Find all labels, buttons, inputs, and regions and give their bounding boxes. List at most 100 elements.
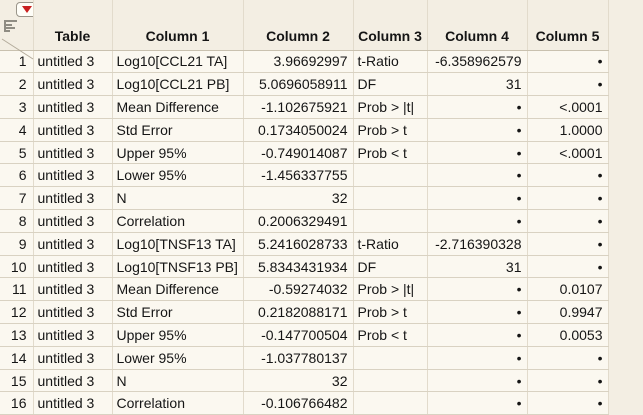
cell-column2[interactable]: -1.037780137 [243, 346, 354, 370]
row-number[interactable]: 4 [0, 118, 34, 142]
row-number[interactable]: 3 [0, 95, 34, 119]
row-number[interactable]: 15 [0, 369, 34, 393]
column-header-column-3[interactable]: Column 3 [353, 0, 428, 51]
cell-column2[interactable]: -1.456337755 [243, 163, 354, 188]
cell-column5[interactable]: <.0001 [527, 141, 609, 165]
row-number[interactable]: 11 [0, 277, 34, 302]
row-number[interactable]: 8 [0, 209, 34, 233]
cell-column3[interactable]: t-Ratio [353, 232, 428, 256]
cell-table[interactable]: untitled 3 [33, 232, 113, 256]
cell-column5[interactable]: 0.9947 [527, 300, 609, 325]
cell-column1[interactable]: Mean Difference [112, 95, 244, 119]
cell-column2[interactable]: -0.106766482 [243, 391, 354, 415]
cell-column4[interactable]: • [427, 95, 528, 119]
cell-column4[interactable]: • [427, 209, 528, 233]
cell-column4[interactable]: 31 [427, 255, 528, 279]
cell-column1[interactable]: Mean Difference [112, 277, 244, 302]
column-header-column-2[interactable]: Column 2 [243, 0, 354, 51]
cell-column5[interactable]: • [527, 186, 609, 211]
cell-column1[interactable]: Upper 95% [112, 323, 244, 347]
cell-table[interactable]: untitled 3 [33, 369, 113, 393]
column-header-table[interactable]: Table [33, 0, 113, 51]
cell-column5[interactable]: • [527, 391, 609, 415]
cell-column4[interactable]: • [427, 186, 528, 211]
cell-column4[interactable]: • [427, 346, 528, 370]
row-number[interactable]: 1 [0, 50, 34, 74]
cell-column1[interactable]: Std Error [112, 118, 244, 142]
cell-column2[interactable]: 32 [243, 369, 354, 393]
cell-table[interactable]: untitled 3 [33, 277, 113, 302]
cell-table[interactable]: untitled 3 [33, 391, 113, 415]
cell-column3[interactable] [353, 391, 428, 415]
cell-column1[interactable]: Std Error [112, 300, 244, 325]
cell-column2[interactable]: 5.8343431934 [243, 255, 354, 279]
cell-column3[interactable]: Prob > |t| [353, 277, 428, 302]
cell-table[interactable]: untitled 3 [33, 72, 113, 97]
cell-column1[interactable]: Log10[TNSF13 TA] [112, 232, 244, 256]
cell-column1[interactable]: Upper 95% [112, 141, 244, 165]
cell-column1[interactable]: Lower 95% [112, 163, 244, 188]
row-number[interactable]: 9 [0, 232, 34, 256]
cell-column2[interactable]: 3.96692997 [243, 50, 354, 74]
row-number[interactable]: 14 [0, 346, 34, 370]
cell-table[interactable]: untitled 3 [33, 118, 113, 142]
cell-column5[interactable]: <.0001 [527, 95, 609, 119]
cell-column2[interactable]: 0.1734050024 [243, 118, 354, 142]
cell-column1[interactable]: N [112, 369, 244, 393]
cell-column3[interactable] [353, 369, 428, 393]
row-number[interactable]: 7 [0, 186, 34, 211]
cell-column4[interactable]: • [427, 323, 528, 347]
cell-column3[interactable]: Prob < t [353, 141, 428, 165]
cell-column5[interactable]: • [527, 163, 609, 188]
table-panel-icon[interactable] [3, 19, 19, 34]
cell-table[interactable]: untitled 3 [33, 163, 113, 188]
cell-column1[interactable]: Log10[CCL21 TA] [112, 50, 244, 74]
cell-column5[interactable]: • [527, 232, 609, 256]
cell-column4[interactable]: • [427, 163, 528, 188]
cell-column3[interactable] [353, 346, 428, 370]
cell-column3[interactable]: DF [353, 255, 428, 279]
cell-table[interactable]: untitled 3 [33, 141, 113, 165]
cell-column5[interactable]: • [527, 255, 609, 279]
cell-column4[interactable]: • [427, 118, 528, 142]
cell-column2[interactable]: -0.749014087 [243, 141, 354, 165]
cell-column4[interactable]: • [427, 300, 528, 325]
cell-column2[interactable]: 0.2006329491 [243, 209, 354, 233]
cell-column2[interactable]: 5.0696058911 [243, 72, 354, 97]
cell-table[interactable]: untitled 3 [33, 50, 113, 74]
cell-table[interactable]: untitled 3 [33, 255, 113, 279]
cell-column5[interactable]: • [527, 369, 609, 393]
row-number[interactable]: 16 [0, 391, 34, 415]
cell-column4[interactable]: • [427, 141, 528, 165]
red-triangle-menu-button[interactable] [16, 2, 32, 17]
cell-column4[interactable]: • [427, 369, 528, 393]
cell-column2[interactable]: 5.2416028733 [243, 232, 354, 256]
cell-column4[interactable]: -6.358962579 [427, 50, 528, 74]
row-number[interactable]: 10 [0, 255, 34, 279]
cell-table[interactable]: untitled 3 [33, 300, 113, 325]
cell-column2[interactable]: -0.59274032 [243, 277, 354, 302]
cell-column4[interactable]: • [427, 277, 528, 302]
row-number[interactable]: 2 [0, 72, 34, 97]
cell-column3[interactable]: Prob > |t| [353, 95, 428, 119]
cell-column1[interactable]: Correlation [112, 391, 244, 415]
cell-column2[interactable]: 0.2182088171 [243, 300, 354, 325]
cell-column3[interactable]: Prob > t [353, 118, 428, 142]
cell-column3[interactable]: DF [353, 72, 428, 97]
cell-column5[interactable]: • [527, 72, 609, 97]
cell-table[interactable]: untitled 3 [33, 186, 113, 211]
column-header-column-5[interactable]: Column 5 [527, 0, 609, 51]
column-header-column-1[interactable]: Column 1 [112, 0, 244, 51]
cell-column3[interactable]: Prob > t [353, 300, 428, 325]
cell-column1[interactable]: Log10[CCL21 PB] [112, 72, 244, 97]
column-header-column-4[interactable]: Column 4 [427, 0, 528, 51]
cell-column1[interactable]: Log10[TNSF13 PB] [112, 255, 244, 279]
row-number[interactable]: 6 [0, 163, 34, 188]
cell-column3[interactable]: Prob < t [353, 323, 428, 347]
row-number[interactable]: 13 [0, 323, 34, 347]
cell-column1[interactable]: Correlation [112, 209, 244, 233]
cell-column3[interactable]: t-Ratio [353, 50, 428, 74]
cell-column4[interactable]: • [427, 391, 528, 415]
row-number[interactable]: 5 [0, 141, 34, 165]
cell-table[interactable]: untitled 3 [33, 95, 113, 119]
